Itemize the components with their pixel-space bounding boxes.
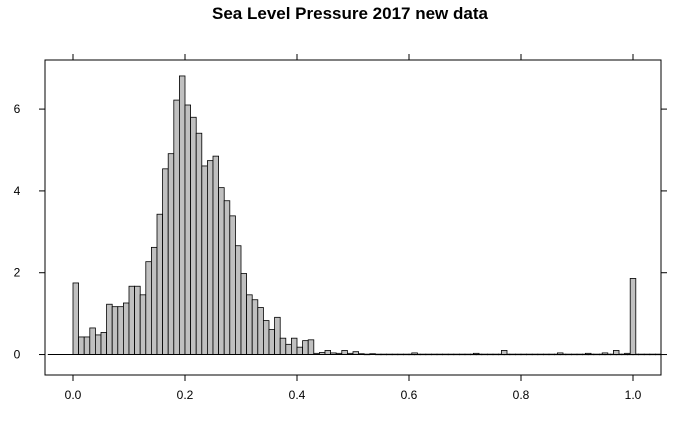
histogram-bar [246,294,253,355]
histogram-bar [173,99,180,355]
histogram-bar [156,213,163,355]
histogram-bar [100,332,107,355]
x-tick-label: 0.4 [289,388,306,402]
histogram-bar [128,285,135,355]
tick-labels-group: 0.0 0.2 0.4 0.6 0.8 1.0 0 2 4 6 [14,102,642,402]
x-tick-label: 0.8 [513,388,530,402]
axis-ticks-group [39,54,667,381]
histogram-bar [123,302,130,355]
histogram-bar [324,350,331,355]
y-tick-label: 6 [14,102,21,116]
histogram-bar [83,336,91,355]
histogram-bar [251,299,259,355]
histogram-bar [150,246,158,355]
histogram-bar [274,316,281,355]
y-tick-label: 4 [14,184,21,198]
histogram-bar [234,245,242,355]
histogram-bar [178,75,186,355]
histogram-bar [613,350,620,355]
x-tick-label: 0.0 [65,388,82,402]
histogram-bar [212,155,219,355]
histogram-bar [262,320,270,355]
histogram-bar [223,200,231,355]
histogram-bar [190,116,197,355]
histogram-bar [139,294,147,355]
histogram-bar [206,160,214,355]
histogram-bar [307,339,315,355]
histogram-bar [279,337,287,355]
histogram-bar [78,336,85,355]
x-tick-label: 1.0 [625,388,642,402]
histogram-bar [285,343,292,355]
histogram-bar [89,327,96,355]
x-tick-label: 0.6 [401,388,418,402]
histogram-bar [229,215,236,355]
histogram-bar [500,350,508,355]
histogram-bar [95,334,102,355]
histogram-bar [201,165,208,355]
histogram-bar [134,285,141,355]
histogram-bar [106,303,113,355]
histogram-bar [111,306,119,355]
plot-frame [44,59,662,376]
histogram-bar [296,346,303,355]
histogram-bar [218,187,225,355]
x-tick-label: 0.2 [177,388,194,402]
histogram-bar [290,337,298,355]
histogram-bar [145,261,152,355]
histogram-bar [240,273,247,355]
chart-title: Sea Level Pressure 2017 new data [212,4,488,23]
y-tick-label: 0 [14,348,21,362]
histogram-bar [167,153,175,355]
histogram-bar [302,340,309,355]
histogram-bar [72,282,79,355]
histogram-bar [268,329,275,355]
histogram-bar [257,307,264,355]
y-tick-label: 2 [14,266,21,280]
histogram-bar [629,278,637,355]
histogram-bar [341,350,348,355]
histogram-bar [162,168,169,355]
bars-group [47,75,662,356]
histogram-bar [195,132,203,355]
histogram-bar [117,306,124,355]
histogram-bar [184,104,191,355]
